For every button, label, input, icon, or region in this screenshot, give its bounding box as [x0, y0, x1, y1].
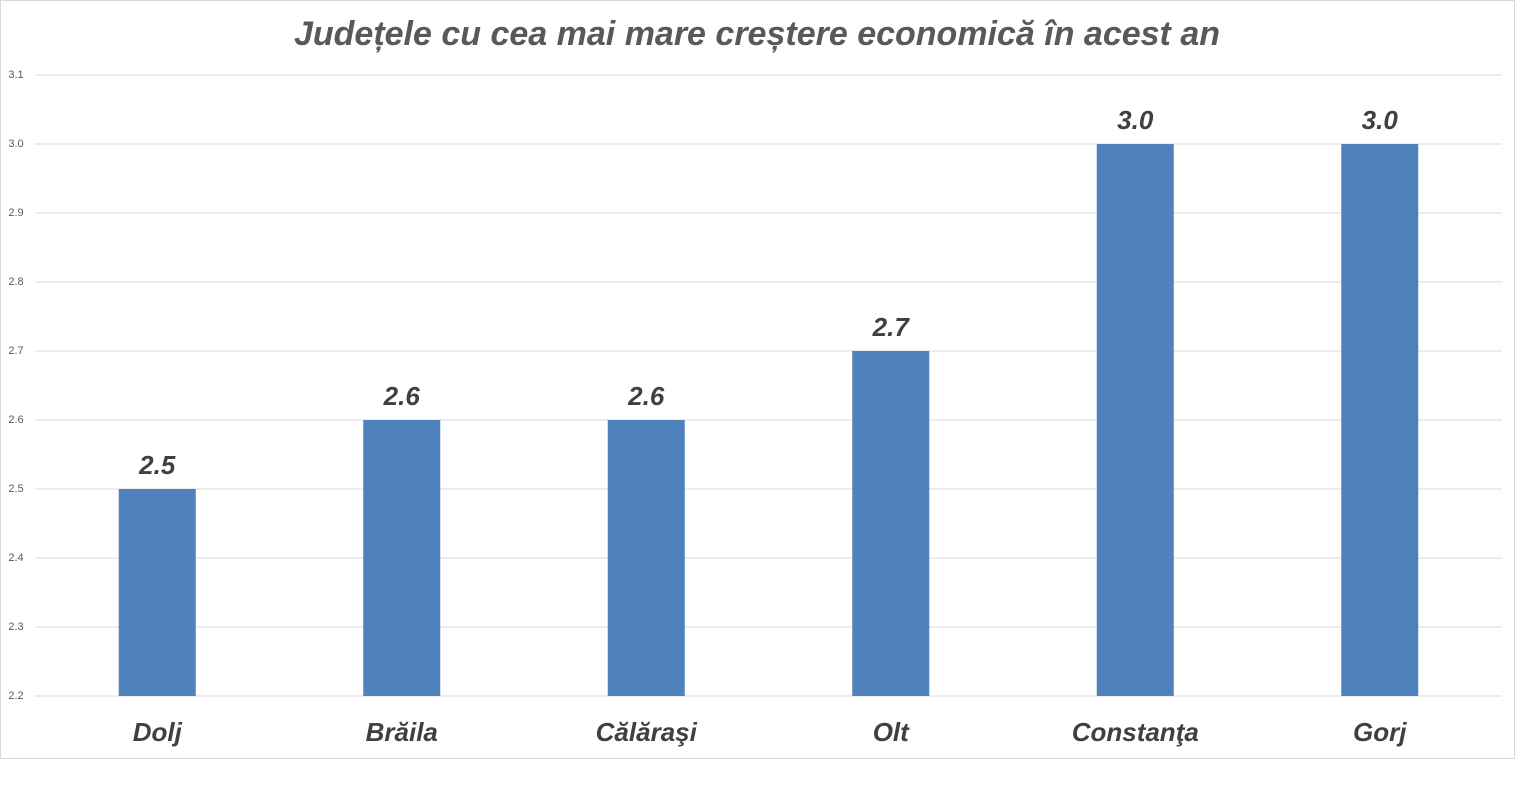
bar	[852, 351, 930, 696]
chart-border	[0, 0, 1515, 759]
data-label: 2.6	[383, 381, 421, 411]
bar	[607, 420, 685, 696]
y-tick-label: 2.8	[8, 276, 23, 288]
x-tick-label: Dolj	[133, 717, 183, 747]
bar	[1341, 144, 1419, 696]
x-tick-label: Călăraşi	[596, 717, 698, 747]
x-tick-label: Gorj	[1353, 717, 1407, 747]
y-tick-label: 3.0	[8, 138, 23, 150]
data-label: 2.6	[627, 381, 665, 411]
y-tick-label: 2.5	[8, 483, 23, 495]
y-tick-label: 2.7	[8, 345, 23, 357]
chart-title: Județele cu cea mai mare creștere econom…	[294, 15, 1220, 53]
y-tick-label: 2.3	[8, 621, 23, 633]
y-tick-label: 3.1	[8, 69, 23, 81]
y-tick-label: 2.2	[8, 690, 23, 702]
data-label: 2.7	[872, 312, 911, 342]
x-tick-label: Constanţa	[1072, 717, 1199, 747]
y-tick-label: 2.6	[8, 414, 23, 426]
data-label: 3.0	[1362, 105, 1399, 135]
x-tick-label: Olt	[873, 717, 910, 747]
data-label: 3.0	[1117, 105, 1154, 135]
y-tick-label: 2.4	[8, 552, 23, 564]
bar	[363, 420, 441, 696]
y-tick-label: 2.9	[8, 207, 23, 219]
data-label: 2.5	[138, 450, 176, 480]
bar	[1096, 144, 1174, 696]
x-tick-label: Brăila	[366, 717, 438, 747]
bar	[118, 489, 196, 696]
